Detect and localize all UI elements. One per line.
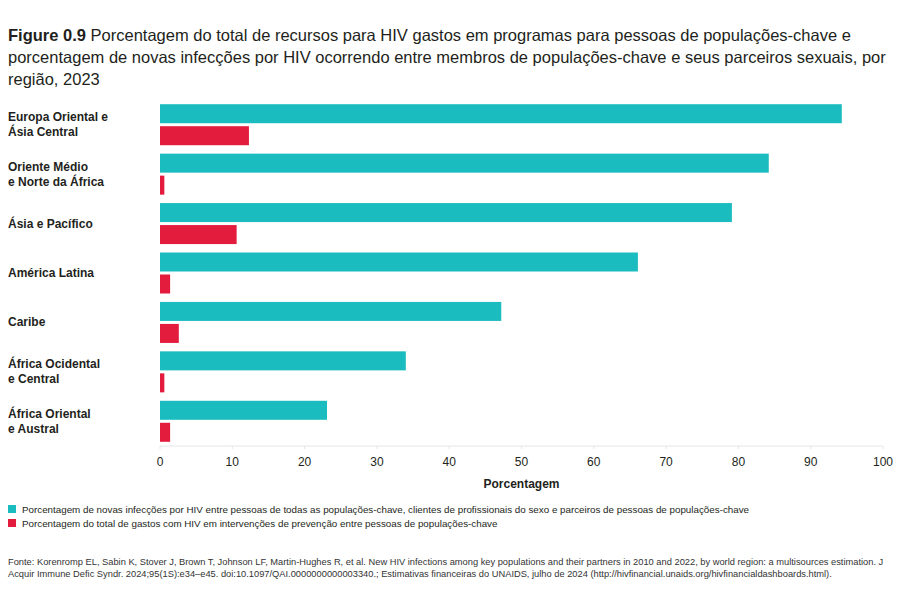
x-tick [810,446,811,449]
bar [160,324,179,343]
x-tick-label: 100 [873,455,893,469]
category-label: Caribe [8,315,46,329]
bars [160,104,842,442]
x-tick [160,446,161,449]
x-tick [304,446,305,449]
x-tick-label: 40 [443,455,457,469]
legend-swatch [8,519,16,527]
legend: Porcentagem de novas infecções por HIV e… [8,504,750,529]
category-label: Europa Oriental eÁsia Central [8,110,108,139]
x-tick-label: 60 [587,455,601,469]
bar [160,423,170,442]
x-tick-label: 30 [370,455,384,469]
bar [160,154,769,173]
x-tick-label: 70 [659,455,673,469]
x-tick [666,446,667,449]
bar [160,302,501,321]
x-axis-label: Porcentagem [483,477,559,491]
legend-label: Porcentagem do total de gastos com HIV e… [22,518,498,529]
bar [160,351,406,370]
x-tick [232,446,233,449]
x-tick [376,446,377,449]
x-tick [738,446,739,449]
x-tick [449,446,450,449]
bar [160,176,164,195]
category-label: África Ocidentale Central [8,356,100,386]
bar [160,126,249,145]
x-tick-label: 80 [732,455,746,469]
x-tick [593,446,594,449]
legend-swatch [8,505,16,513]
x-tick-label: 90 [804,455,818,469]
x-tick-label: 50 [515,455,529,469]
x-tick-label: 10 [226,455,240,469]
category-label: América Latina [8,266,94,280]
legend-label: Porcentagem de novas infecções por HIV e… [22,504,750,515]
source-note: Fonte: Korenromp EL, Sabin K, Stover J, … [8,556,894,580]
x-tick-label: 20 [298,455,312,469]
chart-svg: Europa Oriental eÁsia Central Oriente Méd… [0,0,900,600]
category-label: Oriente Médioe Norte da África [8,160,104,189]
bar [160,203,732,222]
bar [160,373,164,392]
bar [160,104,842,123]
x-tick [883,446,884,449]
chart-title: Figure 0.9 Porcentagem do total de recur… [8,24,896,90]
bar [160,225,237,244]
x-tick-label: 0 [157,455,164,469]
bar [160,401,327,420]
bar [160,253,638,272]
x-tick [521,446,522,449]
category-label: Ásia e Pacífico [8,216,93,231]
bar [160,275,170,294]
category-label: África Orientale Austral [8,406,91,436]
